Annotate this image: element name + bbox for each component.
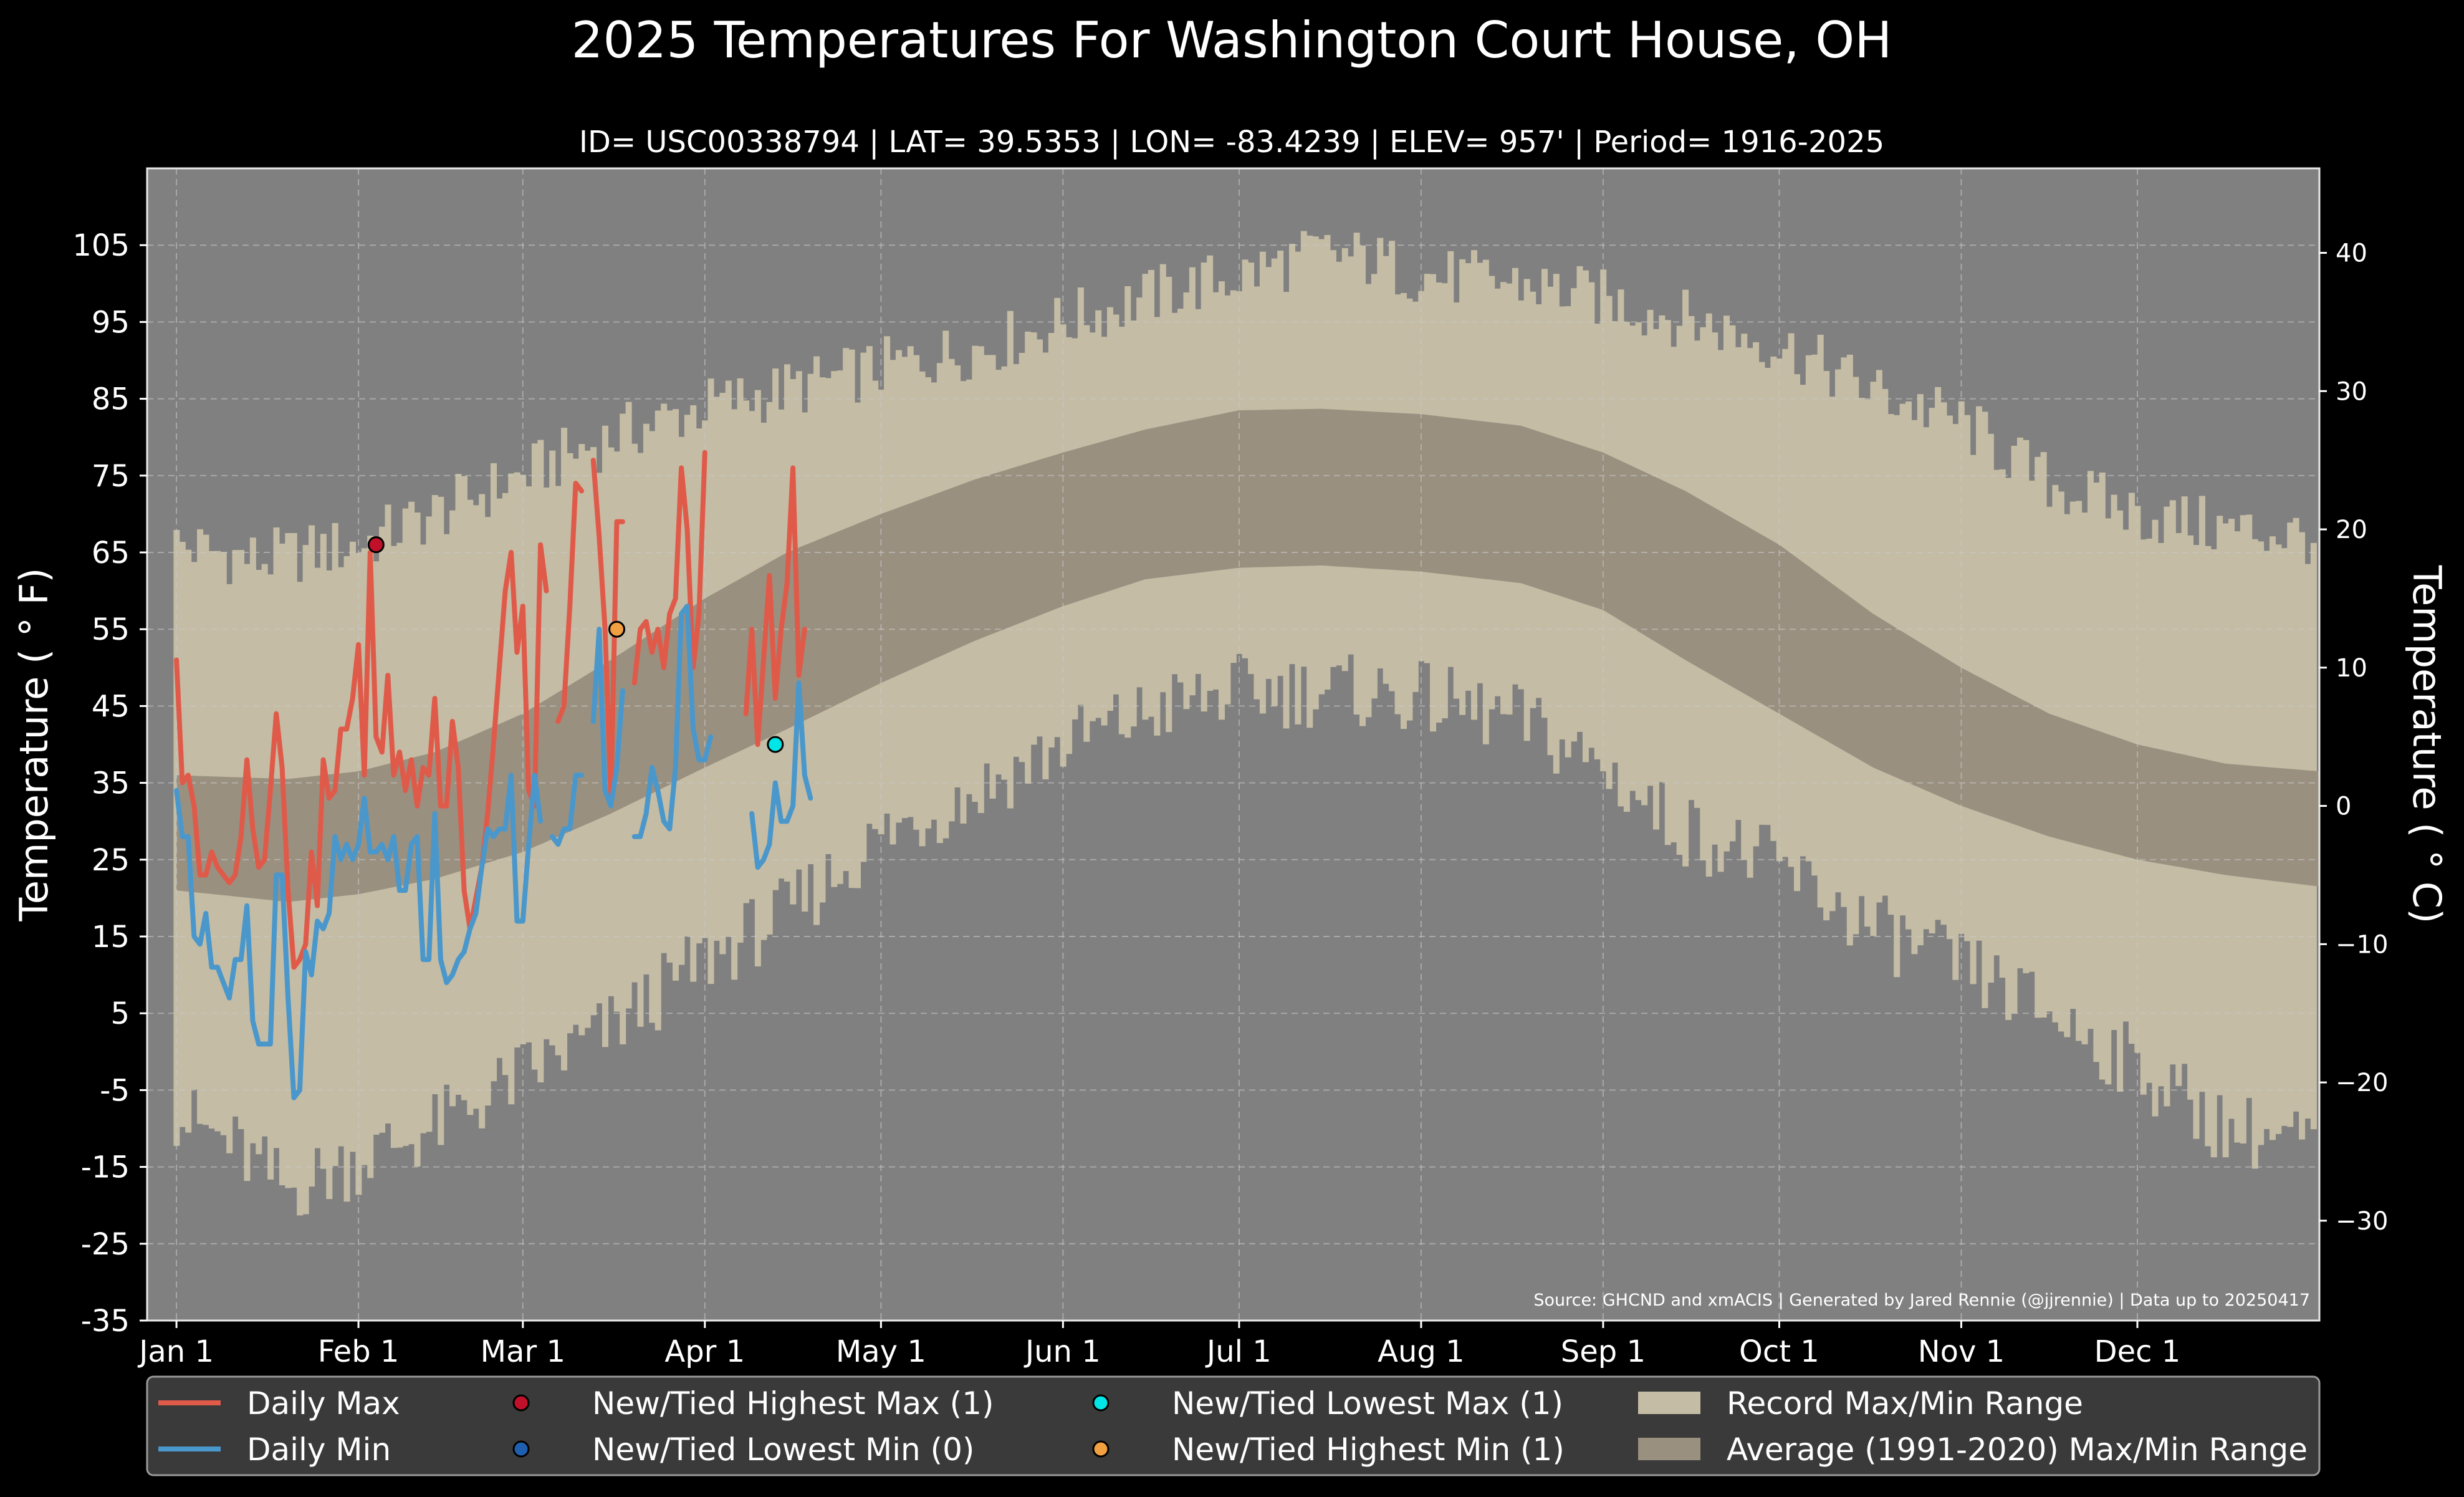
y-tick-label: 65 <box>92 536 130 570</box>
y-axis-left-label: Temperature ( ° F) <box>11 568 57 922</box>
legend-label: New/Tied Lowest Min (0) <box>592 1432 974 1468</box>
x-axis: Jan 1 Feb 1 Mar 1 Apr 1 May 1 Jun 1 Jul 1 Aug 1… <box>137 1321 2180 1369</box>
y-tick-label: -35 <box>81 1304 130 1339</box>
y-axis-left: 105 95 85 75 65 55 45 35 25 15 5 -5 -15 -25 -35 <box>72 228 147 1339</box>
legend-dot-swatch <box>512 1394 530 1412</box>
x-tick-label: Feb 1 <box>318 1334 400 1369</box>
legend-label: New/Tied Highest Max (1) <box>592 1385 994 1422</box>
legend: Daily Max Daily Min New/Tied Highest Max (… <box>158 1385 2308 1468</box>
x-tick-label: Sep 1 <box>1561 1334 1646 1369</box>
record-markers <box>367 536 784 753</box>
legend-box <box>146 1375 2321 1476</box>
source-note: Source: GHCND and xmACIS | Generated by … <box>1533 1291 2310 1310</box>
legend-item: Daily Max <box>158 1385 400 1422</box>
legend-item: New/Tied Lowest Max (1) <box>1092 1385 1563 1422</box>
y-axis-right: 40 30 20 10 0 −10 −20 −30 <box>2319 239 2388 1236</box>
y-tick-right-label: 40 <box>2336 239 2367 268</box>
series-lines <box>174 450 813 1100</box>
legend-patch-swatch <box>1638 1392 1700 1414</box>
record-marker <box>367 536 385 554</box>
chart-subtitle: ID= USC00338794 | LAT= 39.5353 | LON= -8… <box>579 125 1884 160</box>
series-line-daily-min <box>174 604 813 1100</box>
legend-label: New/Tied Highest Min (1) <box>1172 1432 1565 1468</box>
x-tick-label: Nov 1 <box>1918 1334 2005 1369</box>
y-tick-label: 15 <box>92 920 130 955</box>
legend-label: New/Tied Lowest Max (1) <box>1172 1385 1563 1422</box>
legend-item: New/Tied Lowest Min (0) <box>512 1432 974 1468</box>
x-tick-label: Oct 1 <box>1739 1334 1819 1369</box>
x-tick-label: Mar 1 <box>481 1334 565 1369</box>
legend-item: New/Tied Highest Max (1) <box>512 1385 994 1422</box>
x-tick-label: Jun 1 <box>1023 1334 1101 1369</box>
record-marker <box>767 736 784 753</box>
x-tick-label: Jan 1 <box>137 1334 214 1369</box>
legend-dot-swatch <box>512 1440 530 1458</box>
y-tick-label: 85 <box>92 382 130 417</box>
y-tick-label: 55 <box>92 612 130 647</box>
y-tick-label: 25 <box>92 843 130 878</box>
y-tick-right-label: −10 <box>2336 930 2388 959</box>
y-tick-right-label: 30 <box>2336 377 2367 406</box>
y-tick-right-label: 0 <box>2336 792 2351 821</box>
legend-item: Record Max/Min Range <box>1638 1385 2083 1422</box>
legend-item: Daily Min <box>158 1432 391 1468</box>
plot-frame <box>146 167 2321 1322</box>
legend-dot-swatch <box>1092 1440 1110 1458</box>
y-tick-label: -5 <box>100 1073 130 1108</box>
y-tick-label: 45 <box>92 689 130 724</box>
y-axis-right-label: Temperature ( ° C) <box>2404 565 2450 924</box>
y-tick-label: 5 <box>110 996 130 1031</box>
legend-patch-swatch <box>1638 1438 1700 1460</box>
legend-label: Daily Max <box>247 1385 400 1422</box>
legend-label: Daily Min <box>247 1432 391 1468</box>
y-tick-right-label: 20 <box>2336 516 2367 544</box>
y-tick-right-label: −20 <box>2336 1069 2388 1097</box>
x-tick-label: Apr 1 <box>664 1334 745 1369</box>
x-tick-label: Jul 1 <box>1205 1334 1272 1369</box>
chart-title: 2025 Temperatures For Washington Court H… <box>572 11 1892 69</box>
legend-item: New/Tied Highest Min (1) <box>1092 1432 1565 1468</box>
x-tick-label: Dec 1 <box>2094 1334 2181 1369</box>
y-tick-right-label: −30 <box>2336 1207 2388 1236</box>
y-tick-label: 105 <box>72 228 130 263</box>
grid-lines <box>147 168 2319 1321</box>
x-tick-label: May 1 <box>836 1334 926 1369</box>
y-tick-label: 95 <box>92 305 130 340</box>
y-tick-label: 35 <box>92 766 130 801</box>
legend-item: Average (1991-2020) Max/Min Range <box>1638 1432 2308 1468</box>
record-marker <box>608 620 626 638</box>
legend-dot-swatch <box>1092 1394 1110 1412</box>
legend-label: Average (1991-2020) Max/Min Range <box>1727 1432 2308 1468</box>
series-line-daily-max <box>174 450 807 970</box>
x-tick-label: Aug 1 <box>1378 1334 1465 1369</box>
y-tick-label: -25 <box>81 1227 130 1262</box>
record-range-bar <box>1975 406 1983 941</box>
y-tick-right-label: 10 <box>2336 654 2367 683</box>
legend-label: Record Max/Min Range <box>1727 1385 2083 1422</box>
y-tick-label: 75 <box>92 459 130 494</box>
y-tick-label: -15 <box>81 1150 130 1185</box>
